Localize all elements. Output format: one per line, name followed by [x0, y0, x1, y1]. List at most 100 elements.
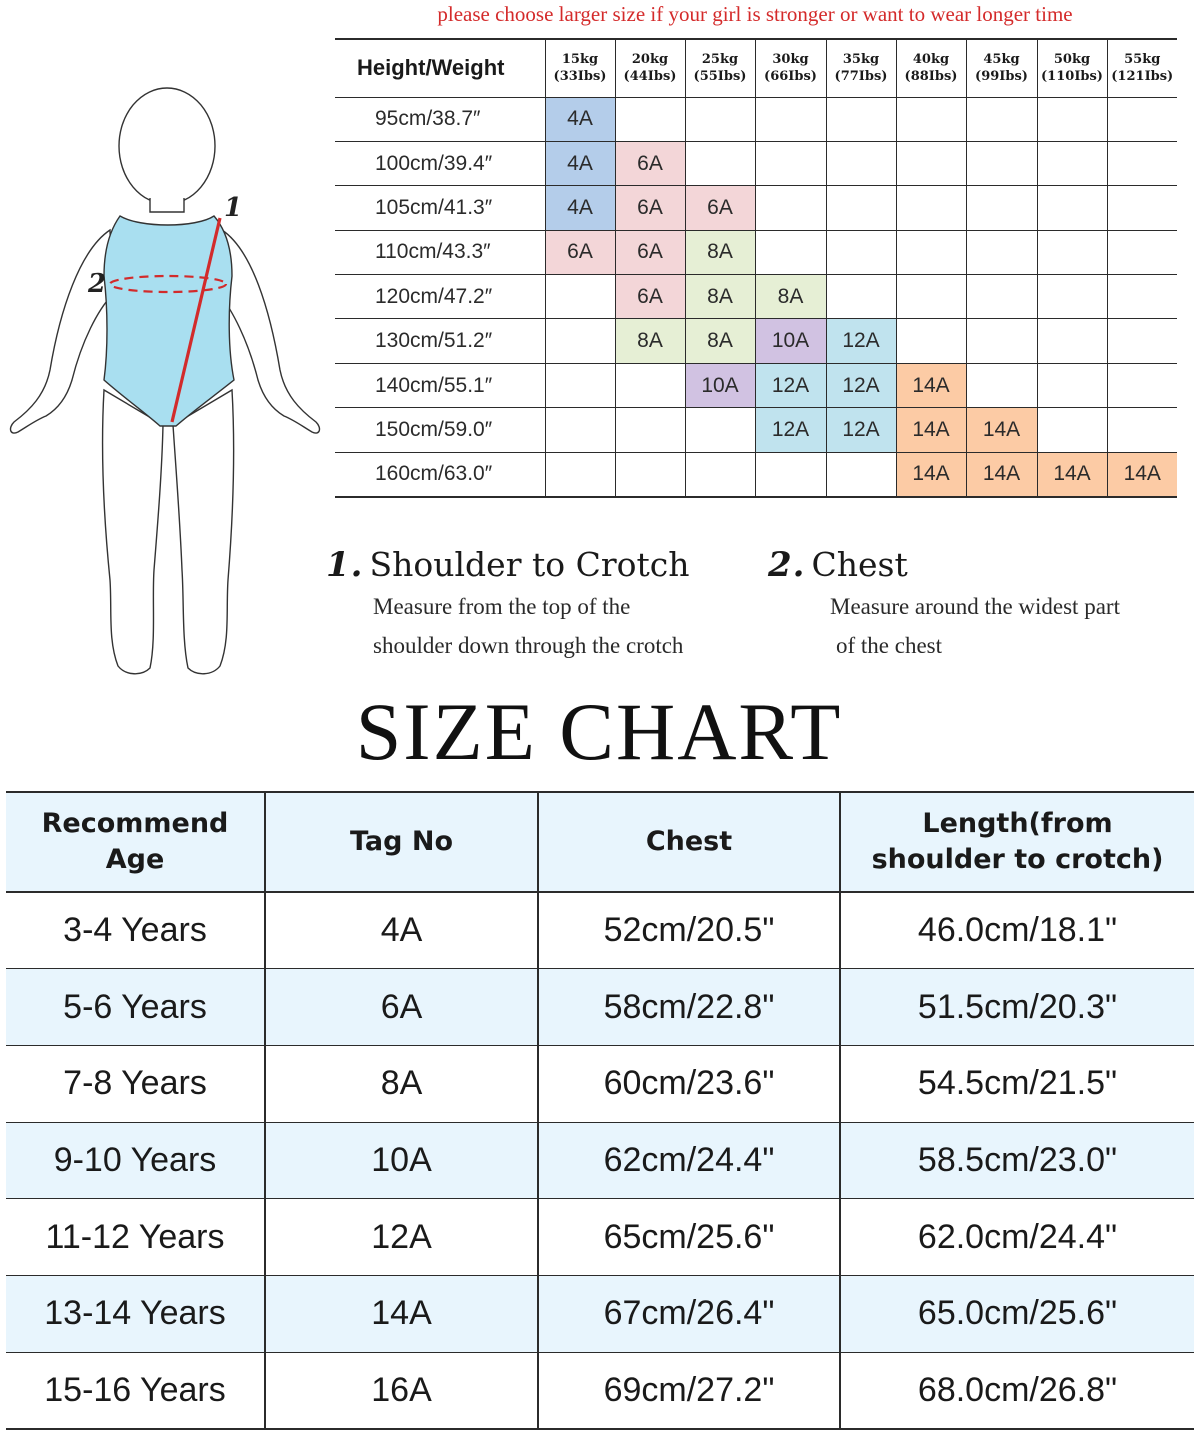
size-cell: 6A — [614, 230, 685, 276]
size-cell: 12A — [754, 363, 826, 409]
size-cell — [825, 452, 896, 498]
size-chest-cell: 65cm/25.6" — [537, 1198, 840, 1276]
size-cell: 4A — [544, 185, 615, 231]
size-cell — [684, 452, 755, 498]
size-cell — [544, 363, 615, 409]
figure-head — [118, 87, 216, 205]
size-cell — [895, 318, 966, 364]
size-cell: 4A — [544, 97, 615, 142]
guide-1-number: 1. — [326, 545, 364, 585]
grid-header-row: Height/Weight 15kg (33Ibs) 20kg (44Ibs) 25kg… — [335, 38, 1177, 98]
grid-row: 150cm/59.0″ 12A 12A 14A 14A — [335, 407, 1177, 453]
size-length-cell: 58.5cm/23.0" — [839, 1122, 1194, 1200]
size-cell — [895, 185, 966, 231]
size-row: 9-10 Years 10A 62cm/24.4" 58.5cm/23.0" — [6, 1122, 1194, 1200]
size-cell — [754, 230, 826, 276]
size-cell: 14A — [895, 407, 966, 453]
weight-header: 50kg (110Ibs) — [1036, 38, 1107, 98]
figure-left-leg — [101, 388, 164, 675]
figure-leotard — [103, 215, 235, 427]
size-cell: 10A — [754, 318, 826, 364]
size-cell — [754, 141, 826, 187]
guide-2-line2: of the chest — [836, 633, 943, 658]
size-cell — [825, 141, 896, 187]
size-cell — [614, 97, 685, 142]
size-cell — [825, 274, 896, 320]
height-label: 110cm/43.3″ — [335, 230, 545, 276]
size-cell: 8A — [684, 318, 755, 364]
size-cell — [754, 185, 826, 231]
size-cell — [1036, 318, 1107, 364]
size-cell — [965, 97, 1037, 142]
size-cell: 6A — [614, 274, 685, 320]
size-cell: 12A — [825, 407, 896, 453]
weight-header: 25kg (55Ibs) — [684, 38, 755, 98]
marker-1: 1 — [224, 193, 242, 223]
guide-2-line1: Measure around the widest part — [830, 594, 1120, 619]
size-cell: 8A — [684, 274, 755, 320]
size-age-cell: 13-14 Years — [6, 1275, 265, 1353]
height-label: 140cm/55.1″ — [335, 363, 545, 409]
size-cell — [965, 318, 1037, 364]
size-cell: 14A — [1036, 452, 1107, 498]
size-cell: 14A — [895, 363, 966, 409]
size-cell — [614, 363, 685, 409]
grid-row: 100cm/39.4″ 4A 6A — [335, 141, 1177, 187]
height-label: 100cm/39.4″ — [335, 141, 545, 187]
size-cell — [684, 141, 755, 187]
chest-measure-line — [108, 274, 228, 294]
size-cell — [895, 97, 966, 142]
size-cell — [754, 97, 826, 142]
size-tag-cell: 10A — [264, 1122, 538, 1200]
weight-header: 35kg (77Ibs) — [825, 38, 896, 98]
size-tag-cell: 14A — [264, 1275, 538, 1353]
size-table-header-row: Recommend Age Tag No Chest Length(from s… — [6, 791, 1194, 893]
size-cell: 4A — [544, 141, 615, 187]
marker-2: 2 — [87, 269, 106, 299]
figure-right-arm — [219, 228, 321, 434]
size-cell — [965, 141, 1037, 187]
size-cell — [1036, 230, 1107, 276]
size-age-cell: 5-6 Years — [6, 968, 265, 1046]
size-cell: 6A — [544, 230, 615, 276]
height-label: 105cm/41.3″ — [335, 185, 545, 231]
guide-2-number: 2. — [768, 545, 806, 585]
weight-header: 20kg (44Ibs) — [614, 38, 685, 98]
size-row: 11-12 Years 12A 65cm/25.6" 62.0cm/24.4" — [6, 1198, 1194, 1276]
size-cell: 8A — [614, 318, 685, 364]
size-age-cell: 11-12 Years — [6, 1198, 265, 1276]
page-title: SIZE CHART — [355, 686, 843, 777]
size-cell — [544, 452, 615, 498]
size-cell — [825, 230, 896, 276]
height-label: 160cm/63.0″ — [335, 452, 545, 498]
size-cell: 6A — [684, 185, 755, 231]
child-figure-illustration: 1 2 — [9, 87, 321, 675]
size-cell — [1106, 185, 1177, 231]
size-chest-cell: 52cm/20.5" — [537, 892, 840, 970]
size-cell: 14A — [965, 452, 1037, 498]
grid-row: 160cm/63.0″ 14A 14A 14A 14A — [335, 452, 1177, 498]
size-cell — [1036, 141, 1107, 187]
size-cell: 8A — [754, 274, 826, 320]
size-chest-cell: 60cm/23.6" — [537, 1045, 840, 1123]
weight-header: 40kg (88Ibs) — [895, 38, 966, 98]
size-age-cell: 3-4 Years — [6, 892, 265, 970]
size-cell: 12A — [825, 363, 896, 409]
size-chart-table: Recommend Age Tag No Chest Length(from s… — [6, 791, 1194, 1430]
size-cell: 12A — [754, 407, 826, 453]
header-tag-no: Tag No — [264, 791, 538, 893]
shoulder-to-crotch-line — [170, 217, 222, 423]
size-length-cell: 68.0cm/26.8" — [839, 1352, 1194, 1430]
height-label: 130cm/51.2″ — [335, 318, 545, 364]
size-tag-cell: 4A — [264, 892, 538, 970]
size-advice-notice: please choose larger size if your girl i… — [437, 2, 1073, 26]
size-tag-cell: 12A — [264, 1198, 538, 1276]
size-cell: 12A — [825, 318, 896, 364]
guide-1-line1: Measure from the top of the — [373, 594, 631, 619]
size-cell — [544, 274, 615, 320]
size-table-body: 3-4 Years 4A 52cm/20.5" 46.0cm/18.1" 5-6 Yea… — [6, 892, 1194, 1430]
size-cell — [544, 318, 615, 364]
size-cell: 6A — [614, 141, 685, 187]
size-cell — [895, 274, 966, 320]
height-weight-grid: Height/Weight 15kg (33Ibs) 20kg (44Ibs) 25kg… — [335, 38, 1177, 498]
